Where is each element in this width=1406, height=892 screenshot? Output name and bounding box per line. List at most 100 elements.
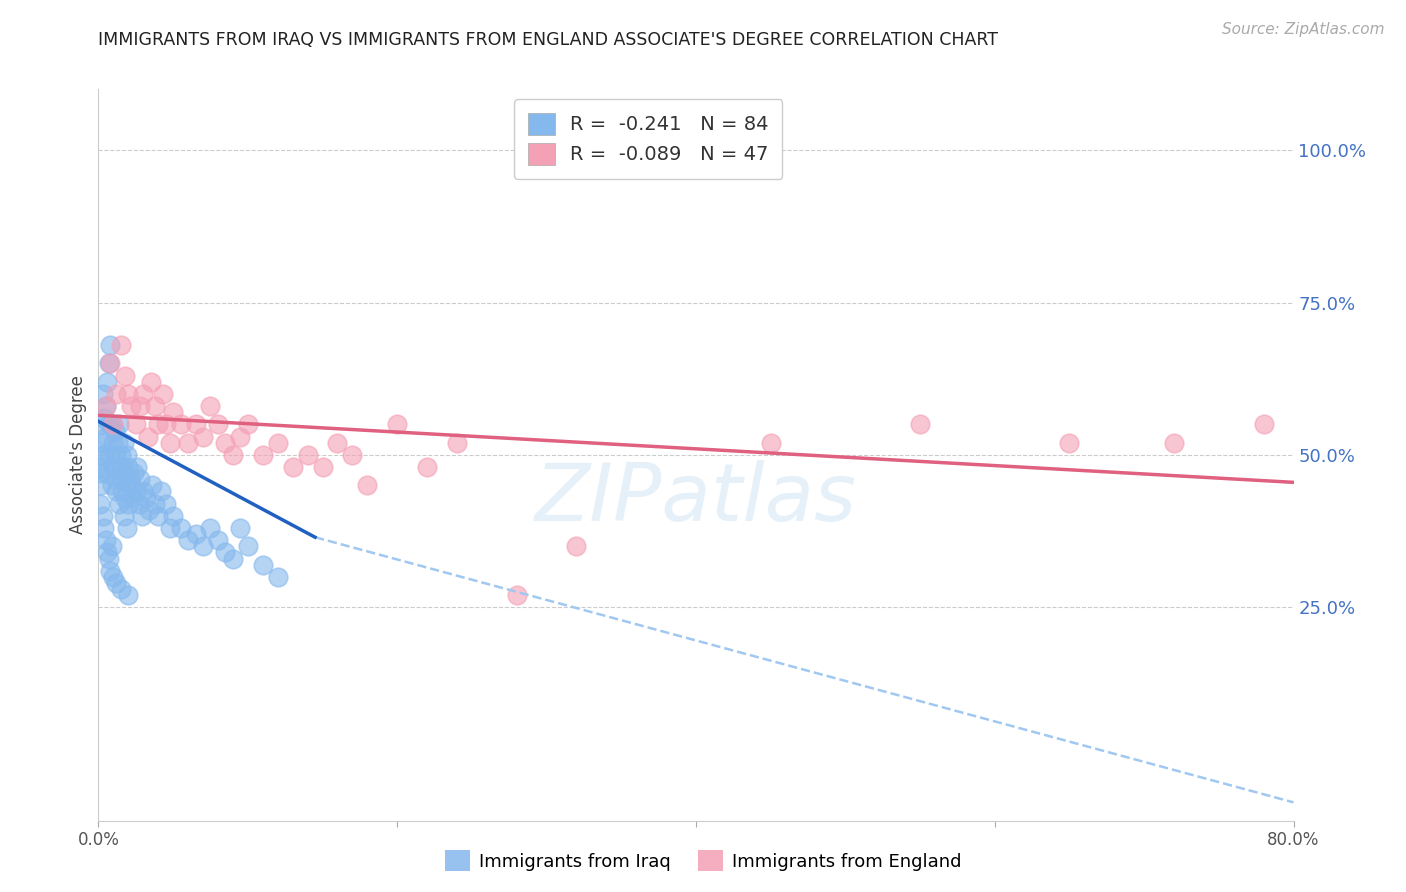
Point [132, 387, 155, 401]
Point [252, 448, 274, 462]
Point [908, 417, 931, 432]
Point [342, 448, 364, 462]
Point [148, 508, 170, 523]
Point [129, 399, 152, 413]
Point [326, 435, 349, 450]
Point [267, 435, 290, 450]
Point [132, 484, 155, 499]
Point [159, 521, 181, 535]
Point [117, 387, 139, 401]
Point [96, 466, 118, 480]
Point [90, 478, 112, 492]
Point [90, 417, 112, 432]
Point [129, 472, 152, 486]
Point [98, 338, 122, 352]
Point [103, 570, 125, 584]
Point [222, 448, 245, 462]
Legend: Immigrants from Iraq, Immigrants from England: Immigrants from Iraq, Immigrants from En… [437, 843, 969, 879]
Point [162, 405, 184, 419]
Point [229, 430, 252, 444]
Point [110, 472, 132, 486]
Point [236, 417, 259, 432]
Point [267, 570, 290, 584]
Point [101, 539, 124, 553]
Point [98, 448, 122, 462]
Point [311, 460, 333, 475]
Point [1163, 435, 1185, 450]
Point [152, 387, 174, 401]
Point [141, 478, 163, 492]
Point [222, 551, 245, 566]
Point [184, 527, 207, 541]
Point [759, 435, 782, 450]
Point [103, 417, 125, 432]
Point [111, 460, 134, 475]
Point [506, 588, 529, 602]
Point [155, 417, 177, 432]
Point [191, 430, 214, 444]
Point [184, 417, 207, 432]
Point [162, 508, 184, 523]
Point [114, 368, 136, 383]
Point [169, 417, 191, 432]
Point [101, 417, 124, 432]
Point [207, 417, 229, 432]
Point [385, 417, 409, 432]
Point [112, 435, 135, 450]
Point [131, 508, 153, 523]
Point [177, 533, 200, 548]
Point [89, 460, 111, 475]
Point [97, 356, 120, 371]
Point [90, 466, 112, 480]
Point [103, 435, 125, 450]
Point [104, 424, 127, 438]
Point [120, 478, 142, 492]
Point [89, 448, 111, 462]
Point [94, 399, 117, 413]
Point [103, 460, 125, 475]
Point [105, 576, 128, 591]
Point [94, 430, 117, 444]
Point [200, 521, 222, 535]
Point [114, 491, 136, 505]
Point [214, 435, 236, 450]
Point [252, 558, 274, 572]
Point [91, 387, 114, 401]
Y-axis label: Associate's Degree: Associate's Degree [69, 376, 87, 534]
Point [214, 545, 236, 559]
Point [143, 497, 166, 511]
Point [120, 399, 142, 413]
Point [94, 533, 117, 548]
Point [105, 448, 128, 462]
Point [446, 435, 468, 450]
Point [93, 521, 115, 535]
Point [111, 484, 134, 499]
Point [110, 582, 132, 596]
Point [139, 375, 162, 389]
Point [281, 460, 304, 475]
Point [101, 478, 124, 492]
Point [96, 375, 118, 389]
Point [200, 399, 222, 413]
Point [229, 521, 252, 535]
Point [114, 466, 136, 480]
Point [150, 484, 173, 499]
Point [297, 448, 319, 462]
Point [169, 521, 191, 535]
Point [1059, 435, 1081, 450]
Point [110, 448, 132, 462]
Point [98, 564, 122, 578]
Point [105, 484, 128, 499]
Point [91, 435, 114, 450]
Point [1253, 417, 1275, 432]
Text: ZIPatlas: ZIPatlas [534, 459, 858, 538]
Point [207, 533, 229, 548]
Point [91, 508, 114, 523]
Point [138, 503, 160, 517]
Point [112, 508, 135, 523]
Point [177, 435, 200, 450]
Point [125, 417, 148, 432]
Point [98, 356, 122, 371]
Legend: R =  -0.241   N = 84, R =  -0.089   N = 47: R = -0.241 N = 84, R = -0.089 N = 47 [515, 99, 782, 178]
Point [117, 588, 139, 602]
